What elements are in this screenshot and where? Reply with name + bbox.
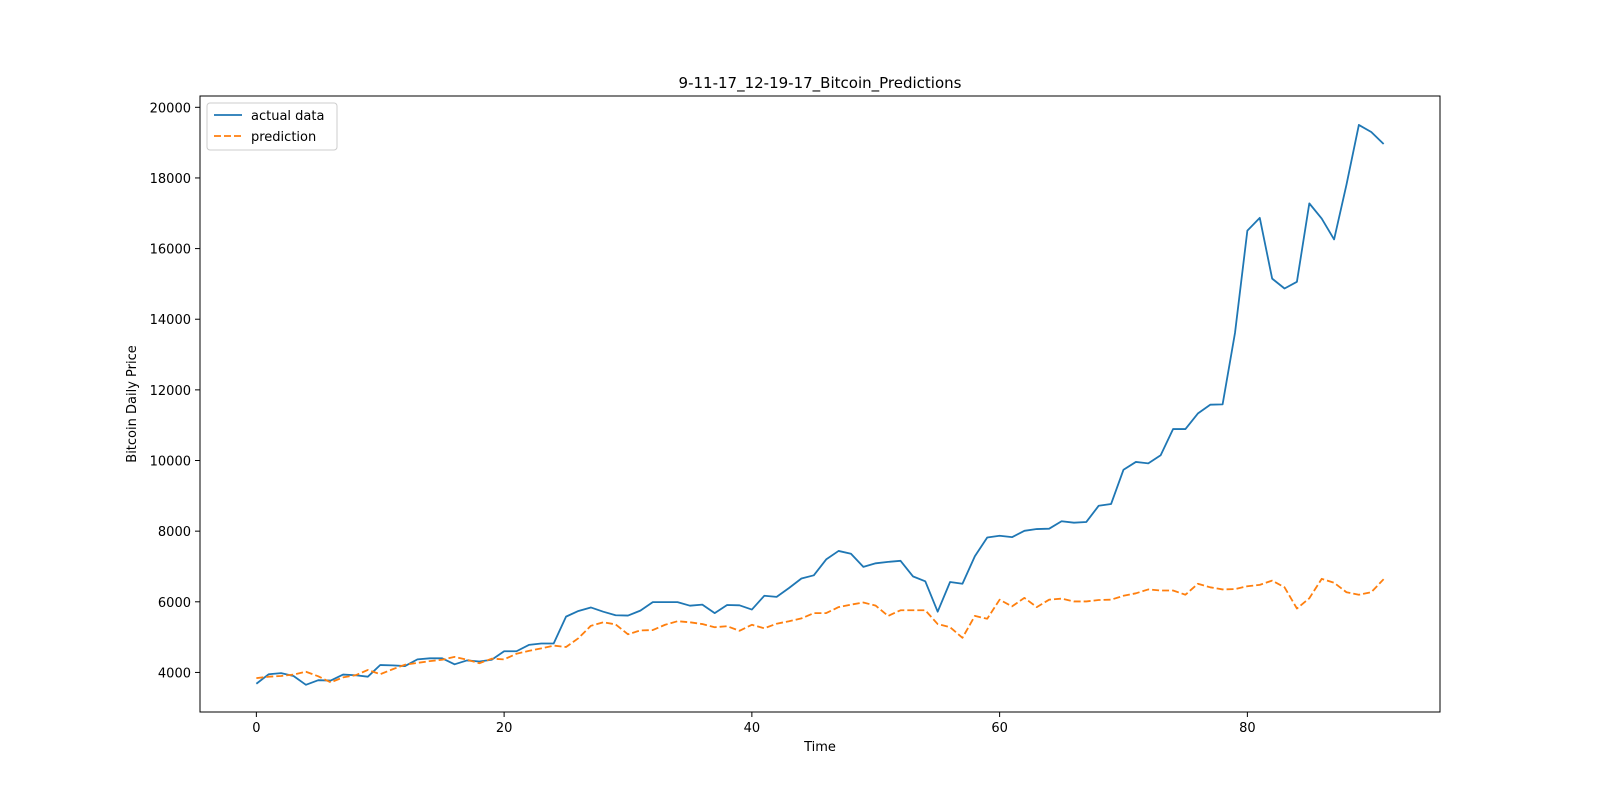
chart-title: 9-11-17_12-19-17_Bitcoin_Predictions [679,74,962,93]
plot-lines [255,124,1385,686]
series-line-prediction [256,577,1385,684]
plot-frame [199,95,1441,713]
legend: actual data prediction [206,102,338,151]
x-axis-label: Time [803,740,836,755]
y-axis: 4000 6000 8000 10000 12000 14000 16000 18000 200… [150,101,200,681]
x-tick-label: 80 [1239,721,1256,736]
y-tick-label: 18000 [150,172,191,187]
y-tick-label: 12000 [150,384,191,399]
y-tick-label: 10000 [150,455,191,470]
x-tick-label: 0 [252,721,260,736]
x-tick-label: 60 [991,721,1008,736]
y-tick-label: 20000 [150,101,191,116]
y-tick-label: 8000 [158,525,191,540]
y-tick-label: 6000 [158,596,191,611]
legend-label-prediction: prediction [251,130,316,145]
y-tick-label: 14000 [150,313,191,328]
legend-label-actual-data: actual data [251,109,324,124]
y-tick-label: 16000 [150,243,191,258]
y-tick-label: 4000 [158,666,191,681]
x-tick-label: 20 [496,721,513,736]
x-axis: 0 20 40 60 80 [252,712,1256,736]
x-tick-label: 40 [744,721,761,736]
y-axis-label: Bitcoin Daily Price [125,345,140,462]
